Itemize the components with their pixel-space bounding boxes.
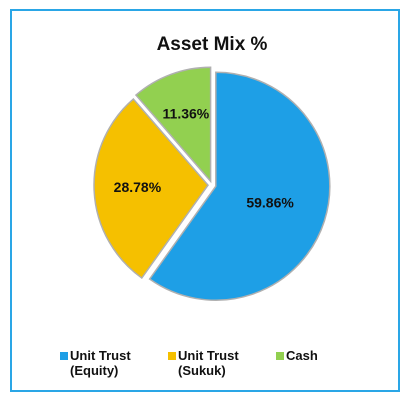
legend-item: Unit Trust (Sukuk)	[168, 348, 264, 378]
chart-title: Asset Mix %	[157, 34, 268, 55]
slice-label: 28.78%	[114, 179, 162, 195]
legend-swatch	[276, 352, 284, 360]
slice-label: 11.36%	[163, 106, 210, 122]
legend-swatch	[60, 352, 68, 360]
legend-label: Unit Trust (Sukuk)	[178, 348, 239, 378]
legend-item: Unit Trust (Equity)	[60, 348, 156, 378]
pie-slice	[93, 97, 209, 280]
legend: Unit Trust (Equity) Unit Trust (Sukuk) Cas…	[60, 348, 380, 378]
legend-swatch	[168, 352, 176, 360]
slice-label: 59.86%	[246, 194, 294, 210]
pie-slice	[134, 66, 212, 184]
legend-label: Cash	[286, 348, 318, 363]
legend-label: Unit Trust (Equity)	[70, 348, 131, 378]
legend-item: Cash	[276, 348, 336, 378]
pie-slice	[148, 71, 331, 301]
